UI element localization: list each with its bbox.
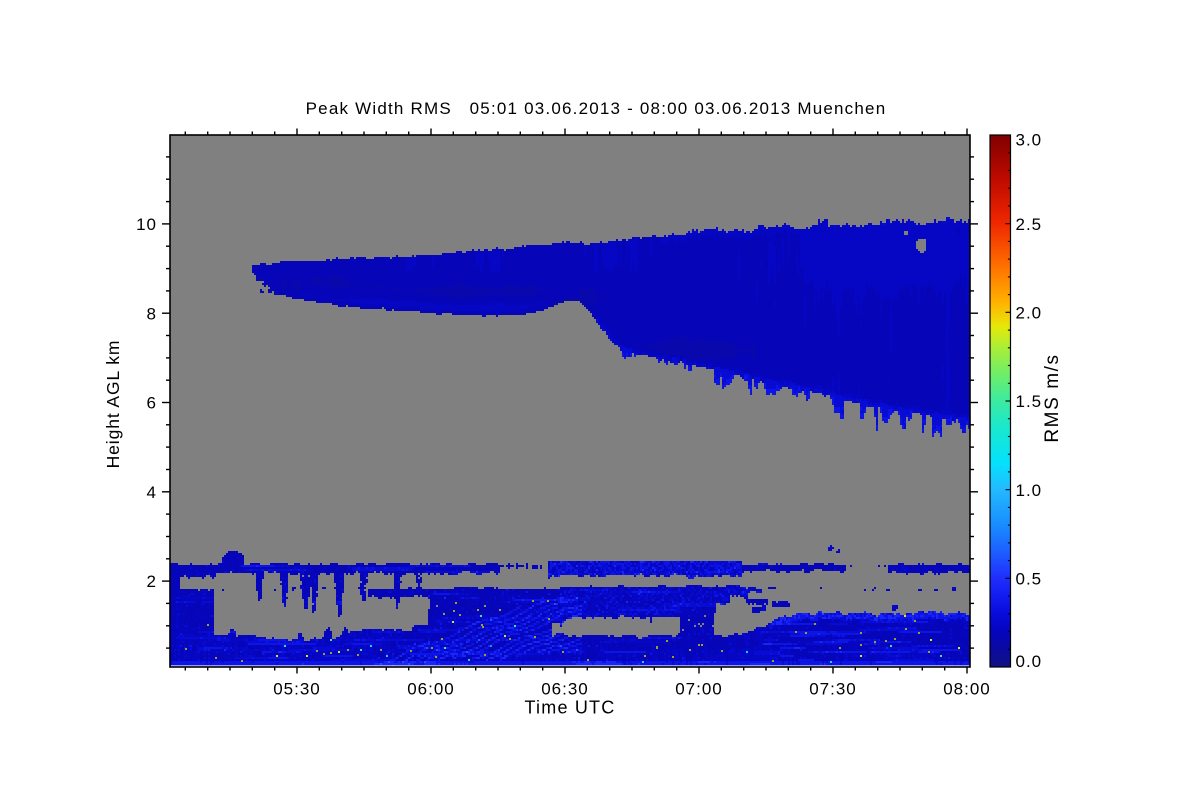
svg-text:3.0: 3.0 <box>1016 131 1043 150</box>
svg-text:Height AGL km: Height AGL km <box>103 340 123 469</box>
svg-text:05:30: 05:30 <box>273 679 321 698</box>
svg-text:06:30: 06:30 <box>541 679 589 698</box>
svg-text:Time UTC: Time UTC <box>525 698 616 718</box>
svg-text:06:00: 06:00 <box>407 679 455 698</box>
svg-text:1.5: 1.5 <box>1016 392 1043 411</box>
svg-text:Peak Width RMS 05:01 03.06.2: Peak Width RMS 05:01 03.06.2013 - 08:00 … <box>306 99 887 118</box>
svg-text:4: 4 <box>147 483 157 502</box>
svg-text:07:00: 07:00 <box>675 679 723 698</box>
svg-text:RMS m/s: RMS m/s <box>1042 353 1063 442</box>
svg-text:2.0: 2.0 <box>1016 303 1043 322</box>
svg-text:0.5: 0.5 <box>1016 569 1043 588</box>
svg-text:2: 2 <box>147 572 157 591</box>
svg-text:8: 8 <box>147 304 157 323</box>
svg-text:10: 10 <box>136 215 157 234</box>
svg-text:1.0: 1.0 <box>1016 481 1043 500</box>
svg-text:0.0: 0.0 <box>1016 652 1043 671</box>
svg-text:2.5: 2.5 <box>1016 215 1043 234</box>
svg-text:6: 6 <box>147 394 157 413</box>
svg-text:07:30: 07:30 <box>809 679 857 698</box>
svg-text:08:00: 08:00 <box>943 679 991 698</box>
